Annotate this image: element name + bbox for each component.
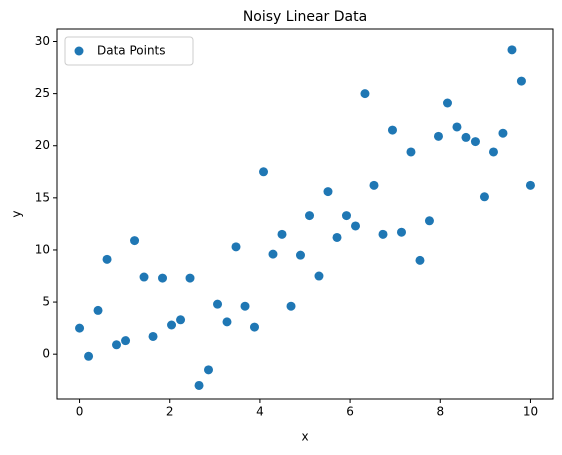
x-tick-label: 4 (256, 405, 264, 419)
point (442, 98, 452, 108)
point (314, 271, 324, 281)
point (259, 167, 269, 177)
y-tick-label: 15 (35, 190, 50, 204)
point (332, 232, 342, 242)
point (130, 236, 140, 246)
point (222, 317, 232, 327)
y-tick-label: 20 (35, 138, 50, 152)
x-tick-label: 8 (436, 405, 444, 419)
point (415, 255, 425, 265)
point (341, 211, 351, 221)
point (121, 336, 131, 346)
point (452, 122, 462, 132)
point (158, 273, 168, 283)
point (351, 221, 361, 231)
x-tick-label: 10 (523, 405, 538, 419)
legend-marker (74, 46, 84, 56)
point (396, 227, 406, 237)
point (295, 250, 305, 260)
point (139, 272, 149, 282)
point (498, 128, 508, 138)
point (424, 216, 434, 226)
y-tick-label: 25 (35, 86, 50, 100)
point (507, 45, 517, 55)
point (102, 254, 112, 264)
y-axis-label: y (10, 210, 24, 217)
point (286, 301, 296, 311)
x-tick-label: 0 (76, 405, 84, 419)
point (277, 229, 287, 239)
point (167, 320, 177, 330)
y-tick-label: 30 (35, 34, 50, 48)
point (268, 249, 278, 259)
point (213, 299, 223, 309)
point (433, 131, 443, 141)
point (204, 365, 214, 375)
point (479, 192, 489, 202)
point (231, 242, 241, 252)
plot-frame (56, 28, 554, 400)
point (176, 315, 186, 325)
point (323, 187, 333, 197)
point (470, 137, 480, 147)
point (75, 323, 85, 333)
y-tick-label: 0 (42, 347, 50, 361)
x-tick-label: 2 (166, 405, 174, 419)
point (112, 340, 122, 350)
point (84, 351, 94, 361)
point (387, 125, 397, 135)
point (194, 380, 204, 390)
point (461, 132, 471, 142)
point (93, 305, 103, 315)
point (516, 76, 526, 86)
legend-label: Data Points (97, 44, 166, 58)
point (360, 89, 370, 99)
x-tick-label: 6 (346, 405, 354, 419)
point (378, 229, 388, 239)
y-tick-label: 10 (35, 242, 50, 256)
x-axis-label: x (301, 430, 308, 444)
point (148, 331, 158, 341)
point (525, 180, 535, 190)
point (249, 322, 259, 332)
point (369, 180, 379, 190)
point (240, 301, 250, 311)
point (488, 147, 498, 157)
legend-box (64, 36, 194, 66)
point (305, 211, 315, 221)
point (185, 273, 195, 283)
point (406, 147, 416, 157)
chart-title: Noisy Linear Data (243, 9, 367, 25)
y-tick-label: 5 (42, 295, 50, 309)
